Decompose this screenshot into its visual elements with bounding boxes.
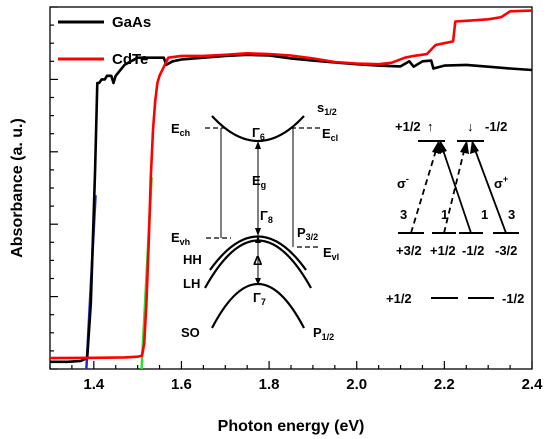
y-axis-title: Absorbance (a. u.): [9, 118, 26, 258]
x-tick-label: 2.4: [522, 376, 544, 393]
y-axis-ticks: [50, 6, 58, 370]
label-gamma8: Γ8: [260, 208, 273, 225]
sigma-plus-3-arrow: [473, 146, 507, 234]
label-delta: Δ: [253, 253, 262, 268]
x-tick-label: 1.4: [83, 376, 105, 393]
series-line-cdte: [50, 9, 532, 360]
spin-up-arrow: ↑: [427, 119, 434, 134]
sigma-plus-3-arrow-head: [470, 140, 479, 154]
series-line-gaas: [50, 53, 532, 364]
label-ech: Ech: [171, 121, 190, 138]
x-axis-title: Photon energy (eV): [218, 418, 365, 435]
label-so: SO: [181, 325, 200, 340]
label-gamma7: Γ7: [253, 290, 266, 307]
label-s12: s1/2: [317, 100, 337, 117]
sigma-minus-label: σ-: [397, 174, 409, 191]
legend-label-gaas: GaAs: [112, 14, 151, 31]
label-eg: Eg: [252, 173, 266, 190]
weight-label-1: 3: [400, 207, 407, 222]
band-structure-inset: Ech Γ6 s1/2 Ecl Eg Γ8 Evh P3/2 Evl HH LH…: [171, 100, 339, 342]
upper-state-left-label: +1/2: [395, 119, 421, 134]
x-tick-label: 1.6: [171, 376, 192, 393]
label-hh: HH: [183, 252, 202, 267]
sigma-minus-3-arrow: [410, 146, 438, 234]
legend-label-cdte: CdTe: [112, 51, 148, 68]
sigma-plus-1-arrow: [441, 146, 472, 234]
weight-label-2: 1: [441, 207, 448, 222]
lower-state-label-4: -3/2: [495, 243, 517, 258]
lower-state-label-3: -1/2: [462, 243, 484, 258]
label-p12: P1/2: [313, 325, 334, 342]
eg-arrow-head-down: [255, 228, 261, 236]
x-tick-label: 2.2: [434, 376, 455, 393]
label-evh: Evh: [171, 230, 190, 247]
label-p32: P3/2: [297, 225, 318, 242]
sigma-minus-1-arrow-head: [460, 140, 469, 154]
series-lines: [50, 9, 532, 364]
x-tick-label: 1.8: [259, 376, 280, 393]
fit-lines: [85, 177, 153, 369]
sigma-plus-label: σ+: [494, 174, 508, 191]
eg-arrow-head-up: [255, 141, 261, 149]
weight-label-3: 1: [481, 207, 488, 222]
sigma-plus-1-arrow-head: [438, 140, 447, 154]
delta-arrow-head-up: [255, 236, 261, 243]
label-evl: Evl: [323, 245, 339, 262]
lower-state-label-1: +3/2: [396, 243, 422, 258]
delta-arrow-head-down: [255, 278, 261, 285]
sigma-minus-1-arrow: [443, 146, 466, 234]
upper-state-right-label: -1/2: [485, 119, 507, 134]
label-gamma6: Γ6: [252, 125, 265, 142]
x-axis-ticks: 1.4 1.6 1.8 2.0 2.2 2.4: [49, 361, 544, 393]
legend: GaAs CdTe: [58, 14, 151, 68]
so-state-right-label: -1/2: [502, 291, 524, 306]
label-ecl: Ecl: [322, 126, 338, 143]
spin-down-arrow: ↓: [467, 119, 474, 134]
x-tick-label: 2.0: [346, 376, 367, 393]
selection-rule-inset: +1/2 ↑ ↓ -1/2 σ- σ+ 3 1 1 3 +3/2 +1/2 -1…: [386, 119, 524, 306]
weight-label-4: 3: [508, 207, 515, 222]
so-state-left-label: +1/2: [386, 291, 412, 306]
lower-state-label-2: +1/2: [430, 243, 456, 258]
label-lh: LH: [183, 276, 200, 291]
